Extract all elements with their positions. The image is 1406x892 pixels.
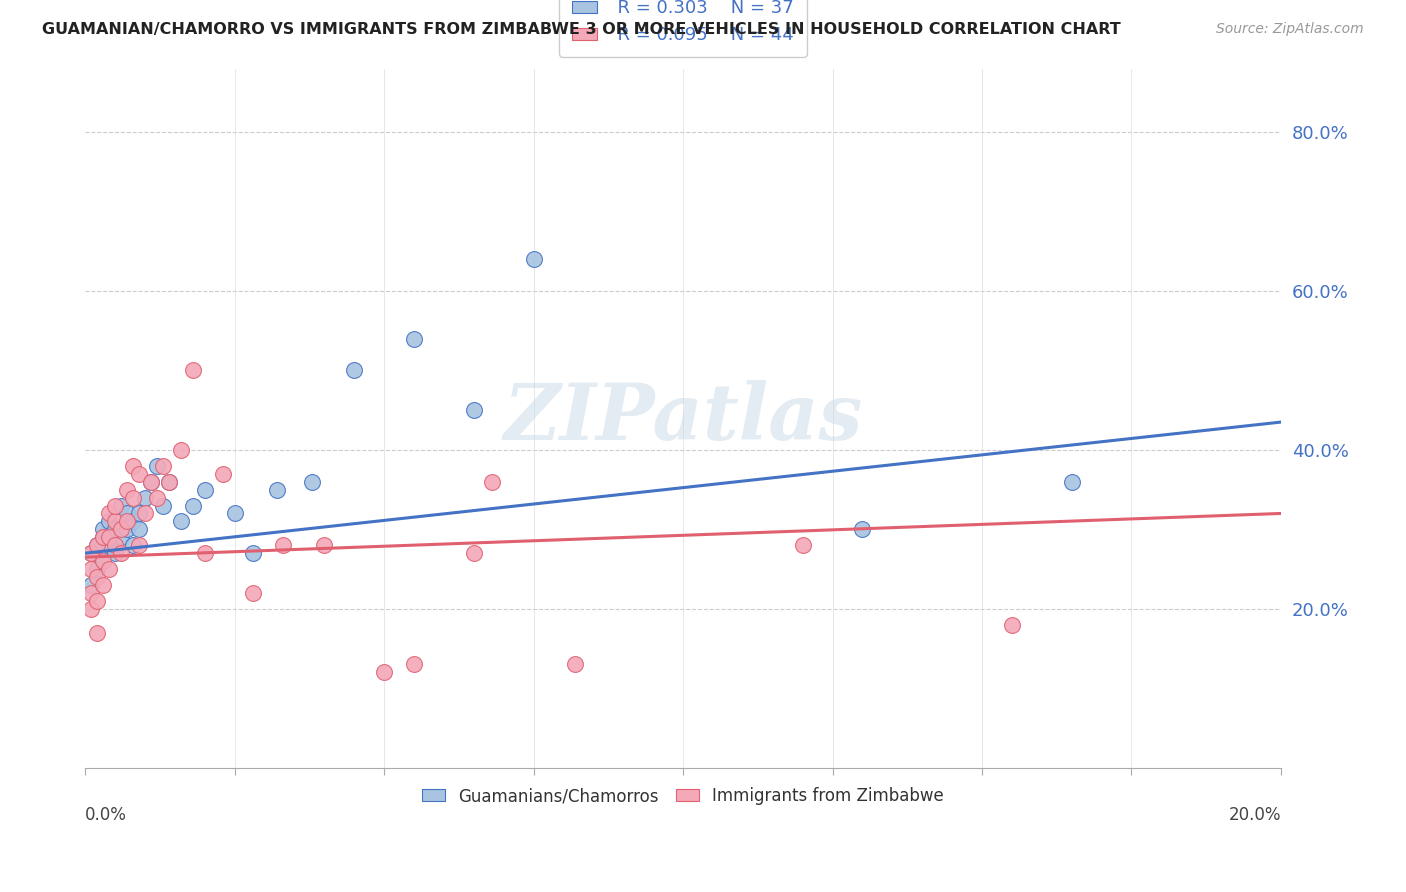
Point (86, 562, 108, 576)
Point (157, 475, 180, 489)
Point (181, 363, 204, 377)
Point (122, 538, 145, 552)
Point (91, 578, 114, 592)
Point (122, 458, 145, 473)
Point (157, 475, 180, 489)
Point (86, 570, 108, 584)
Point (91, 522, 114, 536)
Point (242, 586, 264, 600)
Point (301, 475, 323, 489)
Point (115, 522, 138, 536)
Point (463, 403, 485, 417)
Point (86, 538, 108, 552)
Text: 20.0%: 20.0% (1229, 806, 1281, 824)
Legend: Guamanians/Chamorros, Immigrants from Zimbabwe: Guamanians/Chamorros, Immigrants from Zi… (415, 780, 950, 812)
Point (86, 538, 108, 552)
Point (146, 458, 169, 473)
Point (115, 515, 138, 529)
Text: Source: ZipAtlas.com: Source: ZipAtlas.com (1216, 22, 1364, 37)
Point (98, 538, 121, 552)
Point (314, 538, 336, 552)
Point (110, 522, 132, 536)
Point (80, 602, 103, 616)
Point (170, 515, 193, 529)
Point (139, 475, 162, 489)
Point (343, 363, 366, 377)
Point (463, 546, 485, 560)
Point (98, 507, 121, 521)
Point (792, 538, 814, 552)
Point (373, 665, 395, 680)
Point (104, 538, 127, 552)
Point (91, 554, 114, 568)
Point (80, 586, 103, 600)
Point (104, 522, 127, 536)
Point (170, 442, 193, 457)
Point (110, 499, 132, 513)
Point (242, 546, 264, 560)
Point (1001, 617, 1024, 632)
Point (98, 562, 121, 576)
Point (98, 515, 121, 529)
Point (181, 499, 204, 513)
Point (80, 578, 103, 592)
Point (115, 483, 138, 497)
Text: 0.0%: 0.0% (86, 806, 127, 824)
Point (80, 546, 103, 560)
Point (80, 546, 103, 560)
Text: GUAMANIAN/CHAMORRO VS IMMIGRANTS FROM ZIMBABWE 3 OR MORE VEHICLES IN HOUSEHOLD C: GUAMANIAN/CHAMORRO VS IMMIGRANTS FROM ZI… (42, 22, 1121, 37)
Point (146, 491, 169, 505)
Point (271, 538, 294, 552)
Point (152, 499, 174, 513)
Point (122, 491, 145, 505)
Point (1060, 475, 1083, 489)
Point (128, 522, 150, 536)
Point (91, 530, 114, 544)
Point (564, 657, 586, 672)
Point (110, 546, 132, 560)
Point (91, 554, 114, 568)
Point (128, 538, 150, 552)
Point (86, 594, 108, 608)
Point (139, 475, 162, 489)
Point (80, 562, 103, 576)
Point (194, 483, 217, 497)
Point (128, 507, 150, 521)
Point (134, 491, 156, 505)
Point (122, 515, 145, 529)
Point (152, 458, 174, 473)
Point (128, 467, 150, 481)
Point (404, 657, 426, 672)
Point (91, 530, 114, 544)
Point (481, 475, 503, 489)
Point (851, 522, 873, 536)
Point (404, 332, 426, 346)
Point (104, 499, 127, 513)
Point (110, 530, 132, 544)
Point (104, 515, 127, 529)
Point (98, 530, 121, 544)
Point (523, 252, 546, 267)
Point (134, 507, 156, 521)
Point (224, 507, 246, 521)
Point (194, 546, 217, 560)
Point (266, 483, 288, 497)
Point (104, 546, 127, 560)
Text: ZIPatlas: ZIPatlas (503, 380, 863, 457)
Point (86, 625, 108, 640)
Point (211, 467, 233, 481)
Point (115, 507, 138, 521)
